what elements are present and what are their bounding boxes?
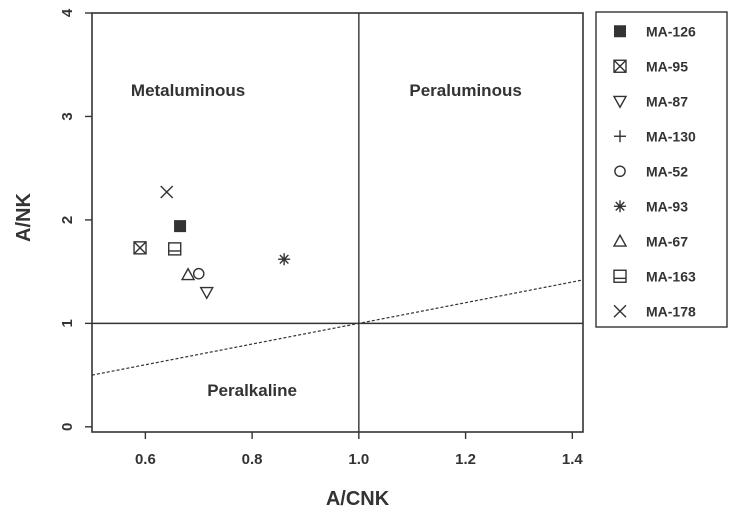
legend-marker-ma-52 xyxy=(614,165,626,178)
data-point-ma-87 xyxy=(199,286,214,300)
region-label-metaluminous: Metaluminous xyxy=(131,81,245,100)
legend-marker-ma-126 xyxy=(614,25,626,38)
legend-marker-ma-163 xyxy=(613,269,627,283)
legend-label-ma-126: MA-126 xyxy=(646,23,696,39)
x-tick-label: 1.0 xyxy=(348,451,369,468)
data-point-ma-52 xyxy=(192,267,205,280)
y-tick-label: 3 xyxy=(59,112,76,120)
data-point-ma-67 xyxy=(180,267,196,281)
legend-label-ma-93: MA-93 xyxy=(646,198,688,214)
legend-marker-ma-67 xyxy=(612,233,628,247)
data-point-ma-178 xyxy=(160,185,174,199)
region-label-peralkaline: Peralkaline xyxy=(207,381,297,400)
legend-label-ma-95: MA-95 xyxy=(646,58,688,74)
x-tick-label: 0.6 xyxy=(135,451,156,468)
legend-label-ma-163: MA-163 xyxy=(646,268,696,284)
legend-label-ma-130: MA-130 xyxy=(646,128,696,144)
y-tick-label: 4 xyxy=(59,8,76,17)
data-point-ma-95 xyxy=(133,241,147,255)
legend-marker-ma-178 xyxy=(613,304,627,318)
data-point-ma-93 xyxy=(278,253,291,266)
legend-marker-ma-130 xyxy=(614,130,626,143)
legend-label-ma-87: MA-87 xyxy=(646,93,688,109)
y-tick-label: 0 xyxy=(59,423,76,431)
x-tick-label: 1.2 xyxy=(455,451,476,468)
y-tick-label: 1 xyxy=(59,319,76,327)
legend-label-ma-178: MA-178 xyxy=(646,303,696,319)
legend-marker-ma-93 xyxy=(614,200,626,213)
data-point-ma-163 xyxy=(168,242,182,256)
x-tick-label: 1.4 xyxy=(562,451,584,468)
plot-frame xyxy=(91,12,584,433)
x-axis-title: A/CNK xyxy=(326,488,390,510)
legend-marker-ma-87 xyxy=(612,95,628,109)
legend-box xyxy=(595,11,728,328)
data-point-ma-126 xyxy=(174,220,187,233)
x-tick-label: 0.8 xyxy=(242,451,263,468)
legend-label-ma-52: MA-52 xyxy=(646,163,688,179)
region-label-peraluminous: Peraluminous xyxy=(409,81,521,100)
y-axis-title: A/NK xyxy=(13,193,35,242)
legend-label-ma-67: MA-67 xyxy=(646,233,688,249)
y-tick-label: 2 xyxy=(59,216,76,224)
legend-marker-ma-95 xyxy=(613,59,627,73)
dashed-one-to-one-line xyxy=(91,279,584,376)
